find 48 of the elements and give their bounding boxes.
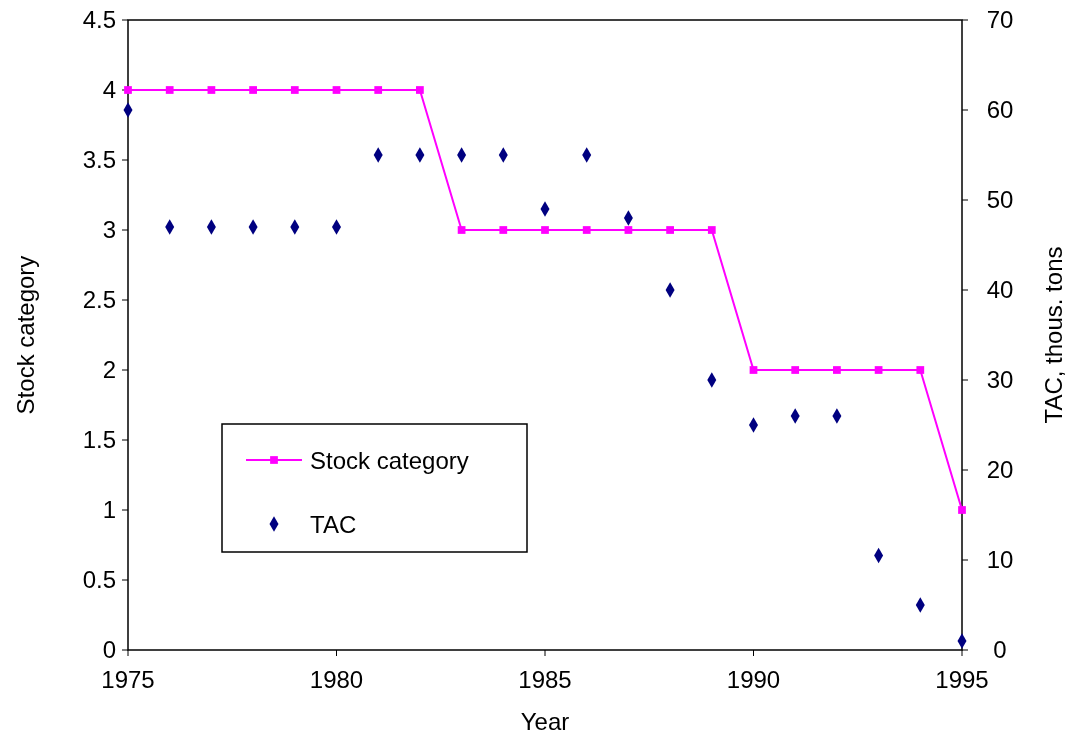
y2-tick-label: 50 xyxy=(986,186,1014,213)
point xyxy=(165,86,174,94)
x-tick-label: 1990 xyxy=(726,666,781,693)
point xyxy=(332,86,341,94)
x-tick-label: 1985 xyxy=(518,666,572,693)
y2-tick-label: 40 xyxy=(986,276,1014,303)
point xyxy=(207,86,216,94)
y-axis-title: Stock category xyxy=(12,255,39,415)
y-tick-label: 2 xyxy=(102,356,116,383)
y2-tick-label: 30 xyxy=(986,366,1014,393)
x-tick-label: 1995 xyxy=(935,666,989,693)
y-tick-label: 1.5 xyxy=(82,426,116,453)
point xyxy=(874,366,883,374)
point xyxy=(833,366,841,374)
point xyxy=(666,226,674,234)
y-tick-label: 0.5 xyxy=(82,566,116,593)
y-tick-label: 4.5 xyxy=(82,6,116,33)
y2-axis-title: TAC, thous. tons xyxy=(1040,246,1067,424)
y-tick-label: 3 xyxy=(102,216,116,243)
y-tick-label: 1 xyxy=(102,496,116,523)
y-tick-label: 2.5 xyxy=(82,286,116,313)
y2-tick-label: 0 xyxy=(993,636,1007,663)
y2-tick-label: 60 xyxy=(986,96,1014,123)
point xyxy=(249,86,257,94)
y-tick-label: 4 xyxy=(102,76,116,103)
point xyxy=(374,86,383,94)
y2-tick-label: 10 xyxy=(986,546,1014,573)
y-tick-label: 0 xyxy=(102,636,116,663)
point xyxy=(499,226,508,234)
point xyxy=(416,86,424,94)
point xyxy=(582,226,591,234)
point xyxy=(707,226,716,234)
point xyxy=(749,366,758,374)
x-axis-title: Year xyxy=(520,708,570,735)
x-tick-label: 1980 xyxy=(309,666,364,693)
point xyxy=(916,366,925,374)
point xyxy=(290,86,299,94)
point xyxy=(791,366,800,374)
point xyxy=(457,226,466,234)
legend-label: Stock category xyxy=(310,447,469,474)
point xyxy=(624,226,633,234)
point xyxy=(541,226,549,234)
legend-label: TAC xyxy=(310,511,357,538)
y2-tick-label: 70 xyxy=(986,6,1014,33)
x-tick-label: 1975 xyxy=(101,666,155,693)
y-tick-label: 3.5 xyxy=(82,146,116,173)
point xyxy=(958,506,966,514)
y2-tick-label: 20 xyxy=(986,456,1014,483)
